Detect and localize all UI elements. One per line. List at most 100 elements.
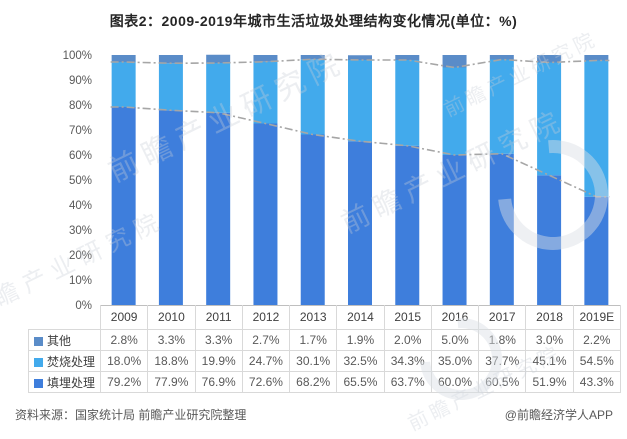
x-axis-year-label: 2014 <box>336 305 385 330</box>
table-row: 其他 2.8% 3.3% 3.3% 2.7% 1.7% 1.9% 2.0% 5.0% 1.8% 3.… <box>28 329 621 351</box>
y-axis-tick-label: 70% <box>69 125 92 137</box>
table-value-cell: 2.2% <box>572 329 621 351</box>
bar-segment-incineration <box>584 60 609 197</box>
legend-cell: 其他 <box>28 329 101 351</box>
table-value-cell: 32.5% <box>336 350 385 372</box>
data-table: 2009 2010 2011 2012 2013 2014 2015 2016 2017 2018… <box>28 305 621 393</box>
bar-segment-landfill <box>584 196 609 305</box>
bar-segment-other <box>395 55 420 60</box>
table-value-cell: 65.5% <box>336 371 385 393</box>
bar-segment-other <box>111 55 136 62</box>
bar-segment-landfill <box>348 141 372 305</box>
bar-segment-landfill <box>111 107 136 305</box>
table-value-cell: 30.1% <box>289 350 338 372</box>
x-axis-year-label: 2010 <box>147 305 196 330</box>
legend-swatch-icon <box>34 336 43 346</box>
legend-swatch-icon <box>34 357 43 367</box>
bar-segment-landfill <box>537 175 562 305</box>
bar-segment-other <box>584 55 609 61</box>
y-axis-tick-label: 20% <box>69 250 92 262</box>
bar-segment-incineration <box>348 60 372 142</box>
bar-segment-other <box>158 55 183 64</box>
bar-segment-other <box>253 55 278 62</box>
x-axis-year-label: 2009 <box>99 305 149 330</box>
stacked-bar-chart: 100% 90% 80% 70% 60% 50% 40% 30% 20% 10% 0% <box>63 50 620 310</box>
bar-segment-incineration <box>537 62 562 176</box>
table-value-cell: 37.7% <box>478 350 527 372</box>
bar-segment-incineration <box>442 67 467 155</box>
table-value-cell: 19.9% <box>194 350 243 372</box>
table-value-cell: 18.8% <box>147 350 196 372</box>
bar-segment-other <box>537 55 562 63</box>
table-value-cell: 72.6% <box>241 371 291 393</box>
table-value-cell: 3.0% <box>525 329 574 351</box>
bar-segment-landfill <box>442 155 467 305</box>
y-axis-tick-label: 30% <box>69 225 92 237</box>
x-axis-year-label: 2019E <box>572 305 621 330</box>
table-value-cell: 3.3% <box>194 329 243 351</box>
legend-label: 填埋处理 <box>47 375 96 390</box>
table-value-cell: 76.9% <box>194 371 243 393</box>
table-value-cell: 60.5% <box>478 371 527 393</box>
x-axis-year-label: 2016 <box>430 305 480 330</box>
y-axis-tick-label: 50% <box>69 175 92 187</box>
x-axis-year-label: 2012 <box>241 305 291 330</box>
table-value-cell: 2.7% <box>241 329 291 351</box>
legend-swatch-icon <box>34 378 43 388</box>
x-axis-year-label: 2013 <box>289 305 338 330</box>
table-value-cell: 51.9% <box>525 371 574 393</box>
bar-segment-landfill <box>206 112 231 305</box>
table-row: 焚烧处理 18.0% 18.8% 19.9% 24.7% 30.1% 32.5% 34.3% 3… <box>28 350 621 372</box>
y-axis-tick-label: 10% <box>69 275 92 287</box>
x-axis-year-label: 2011 <box>194 305 243 330</box>
bar-segment-incineration <box>395 60 420 146</box>
table-value-cell: 5.0% <box>430 329 480 351</box>
bar-segment-other <box>206 54 231 63</box>
bar-segment-other <box>442 55 467 68</box>
bar-segment-other <box>348 55 372 60</box>
y-axis-tick-label: 100% <box>63 50 92 62</box>
table-value-cell: 77.9% <box>147 371 196 393</box>
table-value-cell: 24.7% <box>241 350 291 372</box>
bar-segment-landfill <box>253 123 278 305</box>
table-value-cell: 45.1% <box>525 350 574 372</box>
table-value-cell: 60.0% <box>430 371 480 393</box>
y-axis-tick-label: 0% <box>75 300 92 310</box>
table-value-cell: 63.7% <box>383 371 432 393</box>
x-axis-year-label: 2015 <box>383 305 432 330</box>
table-corner-cell <box>29 305 101 330</box>
bar-segment-landfill <box>489 153 514 305</box>
x-axis-year-label: 2017 <box>478 305 527 330</box>
table-value-cell: 35.0% <box>430 350 480 372</box>
table-row: 填埋处理 79.2% 77.9% 76.9% 72.6% 68.2% 65.5% 63.7% 6… <box>28 371 621 393</box>
bar-segment-other <box>489 55 514 60</box>
y-axis-tick-label: 80% <box>69 100 92 112</box>
y-axis-tick-label: 60% <box>69 150 92 162</box>
table-value-cell: 18.0% <box>99 350 149 372</box>
y-axis-tick-label: 90% <box>69 75 92 87</box>
chart-title: 图表2：2009-2019年城市生活垃圾处理结构变化情况(单位：%) <box>109 13 518 29</box>
legend-label: 焚烧处理 <box>47 354 96 369</box>
x-axis-year-label: 2018 <box>525 305 574 330</box>
bar-segment-landfill <box>300 134 325 305</box>
legend-cell: 填埋处理 <box>28 371 101 393</box>
table-value-cell: 54.5% <box>572 350 621 372</box>
legend-cell: 焚烧处理 <box>28 350 101 372</box>
bar-segment-other <box>300 55 325 60</box>
table-value-cell: 34.3% <box>383 350 432 372</box>
bar-segment-incineration <box>253 61 278 124</box>
table-value-cell: 3.3% <box>147 329 196 351</box>
table-value-cell: 2.0% <box>383 329 432 351</box>
table-value-cell: 2.8% <box>99 329 149 351</box>
bar-segment-incineration <box>489 59 514 154</box>
dash-line-incineration-boundary <box>110 58 610 69</box>
table-value-cell: 79.2% <box>99 371 149 393</box>
bar-segment-landfill <box>158 110 183 305</box>
brand-note: @前瞻经济学人APP <box>504 408 613 422</box>
y-axis-tick-label: 40% <box>69 200 92 212</box>
table-value-cell: 1.7% <box>289 329 338 351</box>
legend-label: 其他 <box>47 333 72 348</box>
table-value-cell: 1.8% <box>478 329 527 351</box>
source-note: 资料来源：国家统计局 前瞻产业研究院整理 <box>15 408 247 422</box>
bar-segment-incineration <box>158 63 183 111</box>
